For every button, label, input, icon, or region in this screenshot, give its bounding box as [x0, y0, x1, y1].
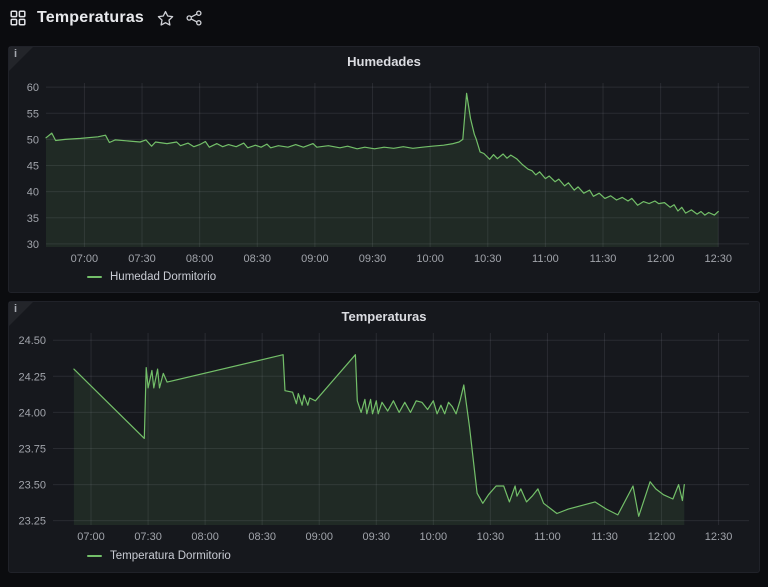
legend-label: Humedad Dormitorio: [110, 271, 217, 283]
star-icon[interactable]: [157, 10, 174, 27]
share-icon[interactable]: [185, 9, 203, 27]
panel-temperaturas: i Temperaturas 07:00 07:30 08:00 08:30 09:00…: [8, 301, 760, 573]
y-tick-label: 50: [27, 134, 39, 146]
x-tick-label: 09:00: [301, 253, 329, 265]
legend-item-temperatura[interactable]: Temperatura Dormitorio: [87, 550, 231, 562]
temperature-chart[interactable]: 07:00 07:30 08:00 08:30 09:00 09:30 10:00 10:30…: [17, 320, 753, 548]
y-tick-label: 35: [27, 213, 39, 225]
y-tick-label: 55: [27, 108, 39, 120]
x-tick-label: 10:00: [420, 531, 448, 543]
panel-title-temperaturas[interactable]: Temperaturas: [341, 309, 427, 324]
y-tick-label: 23.75: [18, 443, 46, 455]
x-tick-label: 07:00: [71, 253, 99, 265]
x-tick-label: 09:30: [363, 531, 391, 543]
x-tick-label: 10:00: [416, 253, 444, 265]
x-tick-label: 10:30: [474, 253, 502, 265]
series-color-dash: [87, 276, 102, 278]
y-tick-label: 45: [27, 161, 39, 173]
x-tick-label: 08:00: [191, 531, 219, 543]
x-tick-label: 08:30: [248, 531, 276, 543]
series-color-dash: [87, 555, 102, 557]
panel-info-icon[interactable]: i: [9, 302, 33, 326]
dashboard-grid-icon[interactable]: [10, 10, 26, 26]
humidity-chart[interactable]: 07:00 07:30 08:00 08:30 09:00 09:30 10:00 10:30…: [17, 67, 753, 271]
dashboard-header: Temperaturas: [0, 0, 768, 36]
x-tick-label: 11:00: [532, 253, 559, 265]
x-tick-label: 07:00: [77, 531, 105, 543]
y-tick-label: 24.50: [18, 335, 46, 347]
x-tick-label: 10:30: [477, 531, 505, 543]
y-tick-label: 40: [27, 187, 39, 199]
x-tick-label: 08:30: [244, 253, 272, 265]
series-line: [45, 92, 719, 216]
series-area-fill: [73, 354, 685, 525]
y-tick-label: 24.00: [18, 407, 46, 419]
x-tick-label: 11:00: [534, 531, 561, 543]
series-line: [73, 354, 685, 517]
panel-humedades: i Humedades 07:00 07:30 08:00 08:30 09:00 09:…: [8, 46, 760, 293]
y-tick-label: 23.25: [18, 516, 46, 528]
x-tick-label: 12:30: [705, 253, 733, 265]
x-tick-label: 09:30: [359, 253, 387, 265]
x-tick-label: 07:30: [134, 531, 162, 543]
legend-item-humedad[interactable]: Humedad Dormitorio: [87, 271, 216, 283]
x-tick-label: 12:00: [648, 531, 676, 543]
y-tick-label: 60: [27, 82, 39, 94]
legend-label: Temperatura Dormitorio: [110, 550, 231, 562]
dashboard-title: Temperaturas: [37, 9, 145, 26]
panel-info-icon[interactable]: i: [9, 47, 33, 71]
x-tick-label: 12:30: [705, 531, 733, 543]
x-tick-label: 09:00: [305, 531, 333, 543]
x-tick-label: 11:30: [590, 253, 617, 265]
x-tick-label: 12:00: [647, 253, 675, 265]
panel-title-humedades[interactable]: Humedades: [347, 54, 421, 69]
x-tick-label: 07:30: [128, 253, 156, 265]
x-tick-label: 11:30: [591, 531, 618, 543]
y-tick-label: 23.50: [18, 480, 46, 492]
series-area-fill: [46, 93, 719, 248]
y-tick-label: 24.25: [18, 371, 46, 383]
y-tick-label: 30: [27, 239, 39, 251]
x-tick-label: 08:00: [186, 253, 214, 265]
